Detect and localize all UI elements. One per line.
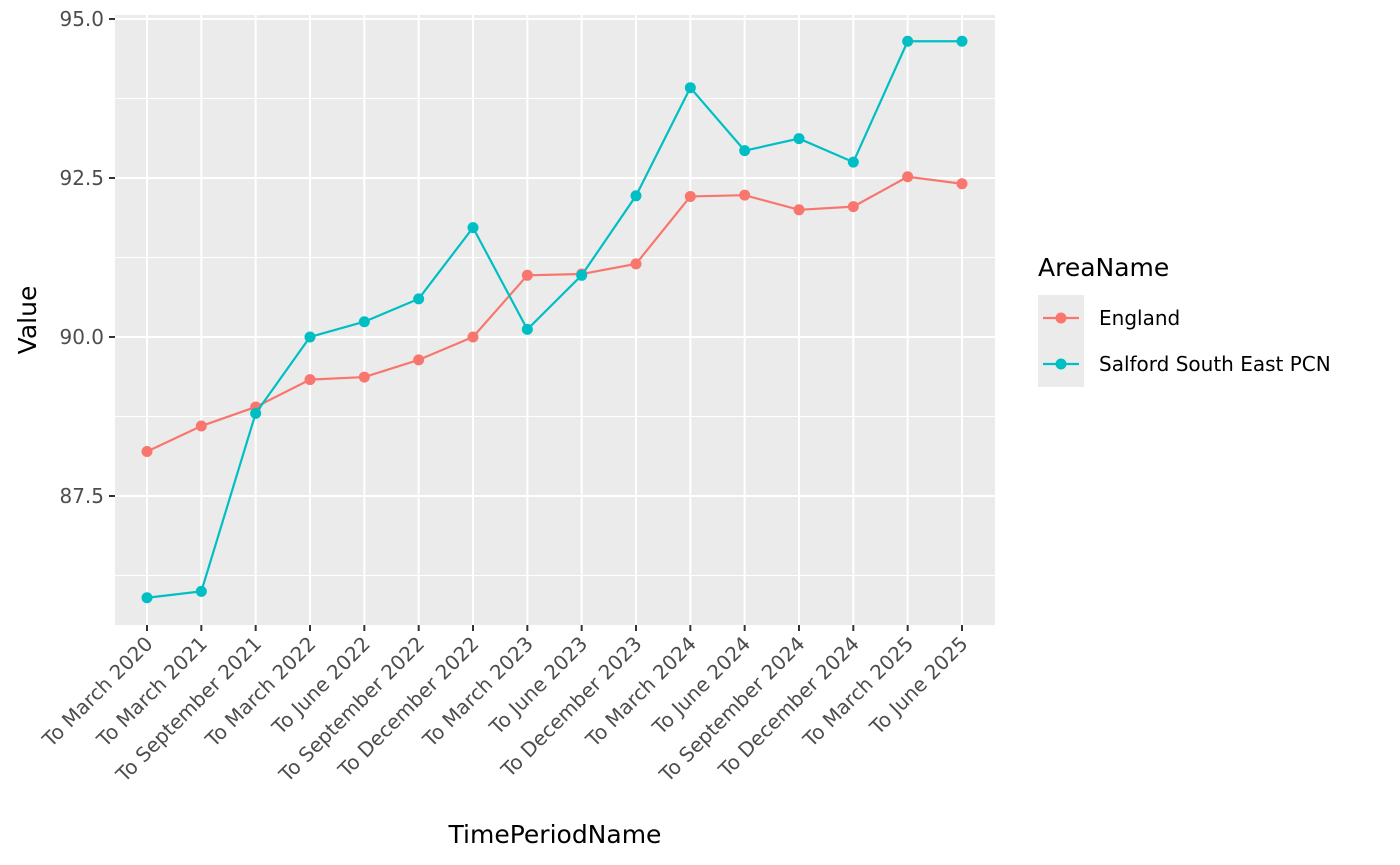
- data-point: [630, 190, 642, 202]
- data-point: [956, 178, 968, 190]
- x-axis-title: TimePeriodName: [448, 820, 662, 849]
- data-point: [195, 420, 207, 432]
- data-point: [413, 293, 425, 305]
- y-axis-title: Value: [13, 286, 42, 355]
- data-point: [847, 156, 859, 168]
- data-point: [576, 269, 588, 281]
- legend-label: Salford South East PCN: [1099, 352, 1331, 376]
- legend-label: England: [1099, 306, 1180, 330]
- data-point: [304, 374, 316, 386]
- data-point: [739, 145, 751, 157]
- legend-items: England Salford South East PCN: [1038, 295, 1331, 387]
- data-point: [956, 35, 968, 47]
- data-point: [739, 189, 751, 201]
- y-tick-label: 95.0: [59, 7, 104, 31]
- data-point: [521, 269, 533, 281]
- data-point: [195, 585, 207, 597]
- panel-background: [115, 15, 995, 625]
- legend-key-point: [1055, 358, 1067, 370]
- series-layer: [141, 35, 968, 604]
- data-point: [358, 371, 370, 383]
- data-point: [250, 407, 262, 419]
- data-point: [304, 331, 316, 343]
- y-tick-label: 87.5: [59, 484, 104, 508]
- data-point: [467, 331, 479, 343]
- data-point: [684, 82, 696, 94]
- legend-title: AreaName: [1038, 253, 1169, 282]
- data-point: [467, 222, 479, 234]
- data-point: [358, 316, 370, 328]
- data-point: [847, 201, 859, 213]
- data-point: [630, 258, 642, 270]
- legend-key-point: [1055, 312, 1067, 324]
- data-point: [793, 204, 805, 216]
- data-point: [141, 445, 153, 457]
- y-tick-label: 92.5: [59, 166, 104, 190]
- data-point: [793, 133, 805, 145]
- data-point: [684, 190, 696, 202]
- data-point: [521, 323, 533, 335]
- data-point: [141, 592, 153, 604]
- y-tick-label: 90.0: [59, 325, 104, 349]
- data-point: [413, 354, 425, 366]
- series-line: [146, 40, 962, 599]
- data-point: [902, 171, 914, 183]
- series-line: [146, 175, 963, 453]
- y-axis: 87.5 90.0 92.5 95.0: [59, 7, 115, 508]
- legend: AreaName England Salford South East PCN: [1038, 253, 1331, 387]
- minor-gridlines: [115, 98, 995, 576]
- data-point: [902, 35, 914, 47]
